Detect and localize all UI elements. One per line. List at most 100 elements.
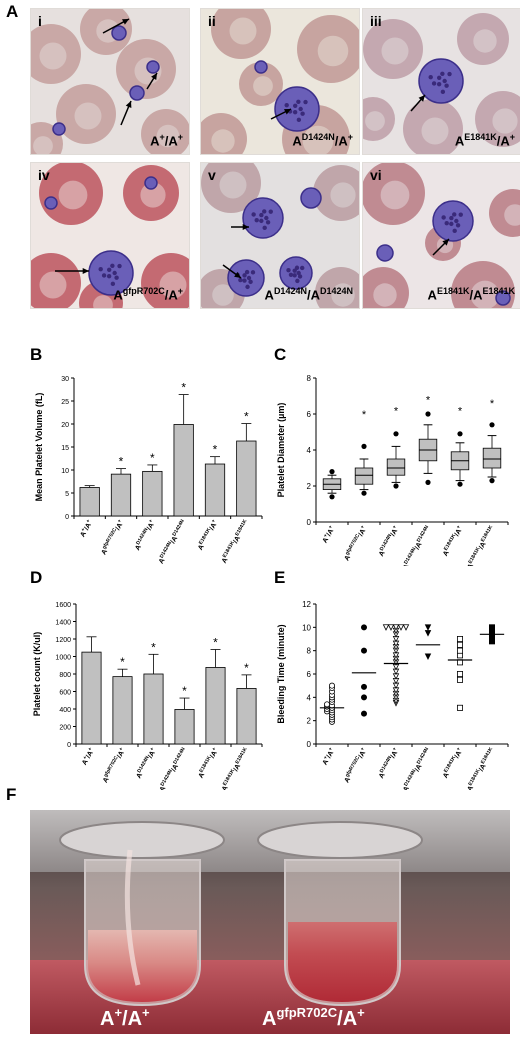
data-point	[361, 647, 368, 654]
micrograph-numeral: iv	[38, 167, 50, 183]
red-blood-cell	[201, 113, 247, 154]
red-blood-cell-pallor	[365, 111, 385, 131]
platelet	[111, 25, 127, 41]
red-blood-cell-pallor	[211, 129, 235, 153]
significance-star: *	[181, 381, 186, 395]
micrograph-genotype: AgfpR702C/A+	[113, 285, 183, 302]
x-tick-label: AD1424N/AD1424N	[401, 746, 433, 790]
red-blood-cell	[211, 9, 271, 59]
red-blood-cell	[141, 253, 189, 308]
red-blood-cell	[475, 91, 520, 147]
significance-star: *	[213, 443, 218, 457]
platelet-granule	[251, 212, 256, 217]
data-point	[456, 636, 463, 643]
x-tick-label: AD1424N/AD1424N	[401, 524, 433, 566]
red-blood-cell-pallor	[58, 180, 88, 210]
box	[482, 447, 502, 469]
red-blood-cell	[31, 253, 81, 308]
significance-star: *	[490, 398, 495, 410]
platelet	[52, 122, 66, 136]
platelet-granule	[437, 75, 442, 81]
x-tick-label: AD1424N/AD1424N	[156, 518, 188, 565]
panel-letter-d: D	[30, 568, 43, 587]
platelet-granule	[296, 99, 301, 104]
data-point	[424, 624, 432, 631]
red-blood-cell-pallor	[421, 117, 449, 145]
outlier	[489, 422, 495, 428]
red-blood-cell-pallor	[380, 180, 410, 210]
red-blood-cell-pallor	[302, 125, 334, 154]
x-tick-label: AE1841K/AE1841K	[465, 746, 497, 790]
y-axis-label: Bleeding Time (minute)	[276, 624, 286, 723]
y-tick-label: 1000	[55, 655, 71, 662]
y-tick-label: 20	[61, 422, 69, 429]
micrograph-numeral: vi	[370, 167, 382, 183]
outlier	[329, 494, 335, 500]
box	[386, 458, 406, 476]
significance-star: *	[213, 636, 218, 650]
x-tick-label: AD1424N/A+	[376, 746, 401, 779]
micrograph-numeral: v	[208, 167, 216, 183]
platelet-granule	[295, 278, 300, 284]
data-point	[361, 694, 368, 701]
micrograph-genotype: AE1841K/AE1841K	[427, 285, 515, 302]
x-tick-label: AE1841K/AE1841K	[219, 518, 251, 565]
x-tick-label: AgfpR702C/A+	[342, 746, 369, 784]
platelet-granule	[444, 83, 449, 88]
outlier	[393, 483, 399, 489]
bar	[110, 473, 132, 517]
y-tick-label: 1200	[55, 637, 71, 644]
red-blood-cell	[116, 39, 176, 99]
platelet-granule	[259, 218, 264, 224]
red-blood-cell-pallor	[156, 124, 180, 148]
data-point	[456, 641, 463, 648]
x-tick-label: AE1841K/A+	[195, 518, 219, 551]
y-tick-label: 25	[61, 399, 69, 406]
outlier	[457, 481, 463, 487]
x-tick-label: AD1424N/A+	[376, 524, 401, 557]
micrograph-numeral: ii	[208, 13, 216, 29]
red-blood-cell	[201, 163, 261, 213]
red-blood-cell-pallor	[330, 182, 356, 208]
bar	[112, 676, 133, 745]
y-axis-label: Platelet Diameter (µm)	[276, 403, 286, 498]
platelet-granule	[449, 215, 454, 221]
data-point	[361, 683, 368, 690]
platelet-granule	[293, 103, 298, 109]
panel-letter-f: F	[6, 785, 17, 804]
bar	[173, 424, 194, 517]
y-tick-label: 0	[307, 518, 312, 527]
significance-star: *	[150, 451, 155, 465]
outlier	[361, 490, 367, 496]
tube-photo: A+/A+ AgfpR702C/A+	[30, 810, 510, 1034]
platelet-granule	[297, 274, 303, 279]
red-blood-cell-pallor	[39, 271, 67, 299]
platelet-granule	[444, 221, 449, 226]
platelet-granule	[101, 273, 107, 278]
arrow-head	[242, 223, 249, 231]
x-tick-label: AE1841K/A+	[196, 746, 220, 779]
platelet-granule	[112, 270, 117, 276]
platelet-granule	[294, 265, 300, 270]
data-point	[329, 682, 336, 689]
red-blood-cell	[141, 109, 189, 154]
platelet	[129, 85, 145, 101]
data-point	[424, 630, 432, 637]
micrograph-drawing	[201, 163, 359, 308]
y-tick-label: 5	[65, 491, 69, 498]
x-tick-label: A+/A+	[79, 746, 96, 766]
y-tick-label: 8	[307, 647, 312, 656]
arrow-head	[442, 239, 449, 246]
bar	[236, 440, 257, 517]
data-point	[361, 624, 368, 631]
y-tick-label: 400	[59, 707, 71, 714]
platelet	[274, 86, 320, 132]
bar	[174, 709, 195, 745]
red-blood-cell	[489, 189, 520, 237]
micrograph-drawing	[201, 9, 359, 154]
arrow-head	[122, 19, 129, 25]
platelet-granule	[262, 225, 267, 231]
red-blood-cell-pallor	[229, 17, 257, 45]
platelet-granule	[110, 263, 115, 268]
arrow-head	[284, 109, 291, 115]
